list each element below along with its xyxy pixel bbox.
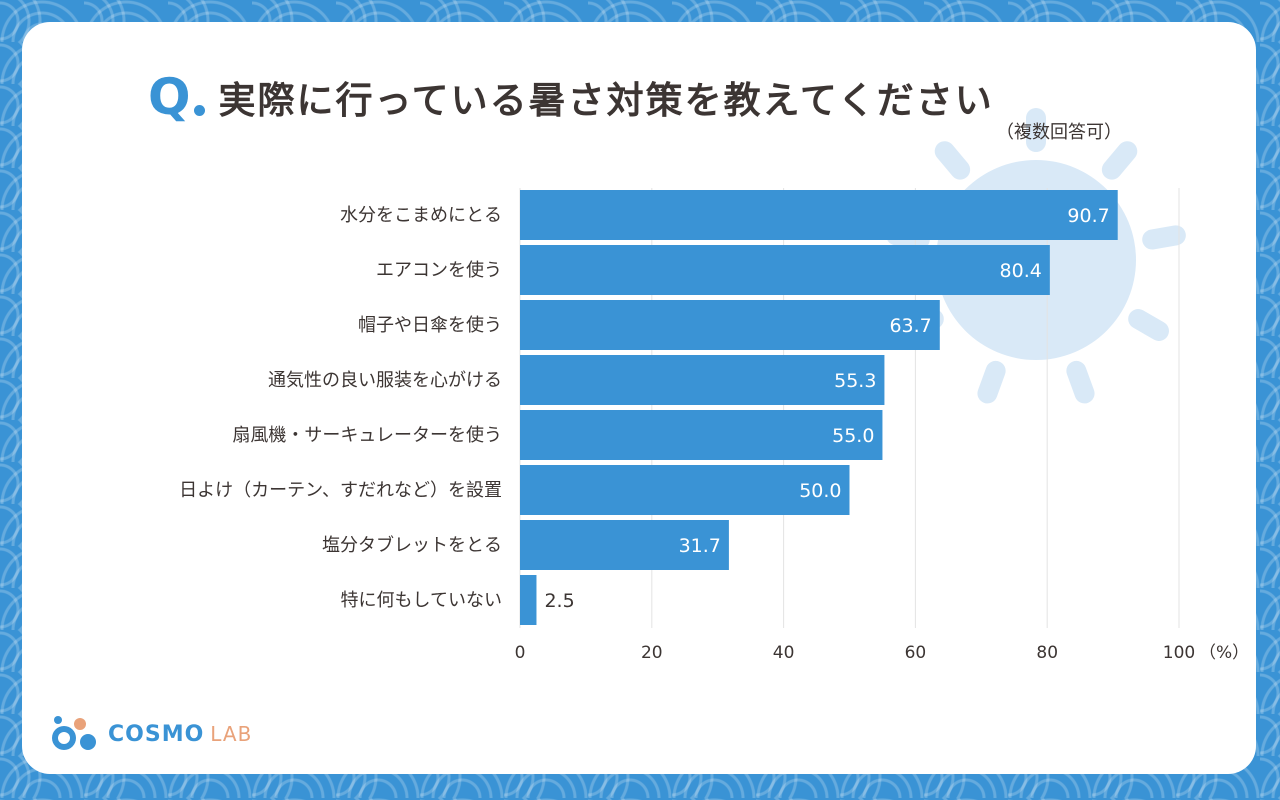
title-block: Q 実際に行っている暑さ対策を教えてください	[148, 62, 994, 132]
logo-text-cosmo: COSMO	[108, 721, 205, 747]
logo-text-lab: LAB	[210, 722, 253, 746]
bar	[520, 300, 940, 350]
category-label: エアコンを使う	[376, 260, 502, 281]
x-tick-label: 100	[1163, 643, 1195, 663]
chart-subtitle: （複数回答可）	[996, 122, 1122, 143]
x-tick-label: 80	[1036, 643, 1058, 663]
bar	[520, 520, 729, 570]
value-label: 55.0	[832, 425, 874, 447]
x-tick-label: 40	[773, 643, 795, 663]
bar	[520, 465, 850, 515]
category-label: 扇風機・サーキュレーターを使う	[232, 425, 502, 446]
logo-mark-icon	[52, 716, 96, 750]
category-label: 水分をこまめにとる	[340, 205, 502, 226]
category-label: 通気性の良い服装を心がける	[268, 370, 502, 391]
x-tick-label: 20	[641, 643, 663, 663]
bar	[520, 190, 1118, 240]
value-label: 50.0	[799, 480, 841, 502]
category-label: 日よけ（カーテン、すだれなど）を設置	[179, 480, 502, 501]
category-label: 塩分タブレットをとる	[322, 534, 502, 556]
x-tick-label: 60	[905, 643, 927, 663]
value-label: 55.3	[834, 370, 876, 392]
q-dot	[193, 105, 205, 116]
bar	[520, 410, 883, 460]
x-unit-label: （%）	[1199, 643, 1249, 663]
chart-title: 実際に行っている暑さ対策を教えてください	[218, 79, 994, 122]
q-mark: Q	[148, 68, 191, 126]
card: Q 実際に行っている暑さ対策を教えてください （複数回答可） 0 20 40 60 80…	[22, 22, 1256, 774]
bar	[520, 575, 537, 625]
category-label: 帽子や日傘を使う	[358, 315, 502, 336]
value-label: 63.7	[889, 315, 931, 337]
category-label: 特に何もしていない	[341, 590, 502, 611]
value-label: 31.7	[679, 535, 721, 557]
x-tick-label: 0	[515, 643, 526, 663]
cosmo-lab-logo: COSMO LAB	[50, 714, 252, 754]
value-label: 2.5	[544, 590, 574, 612]
bar	[520, 355, 885, 405]
value-label: 80.4	[1000, 260, 1042, 282]
value-label: 90.7	[1067, 205, 1109, 227]
bar-chart: 0 20 40 60 80 100 （%） 水分をこまめにとる 90.7 エアコンを使う 80.4 帽…	[179, 188, 1249, 663]
bar	[520, 245, 1050, 295]
